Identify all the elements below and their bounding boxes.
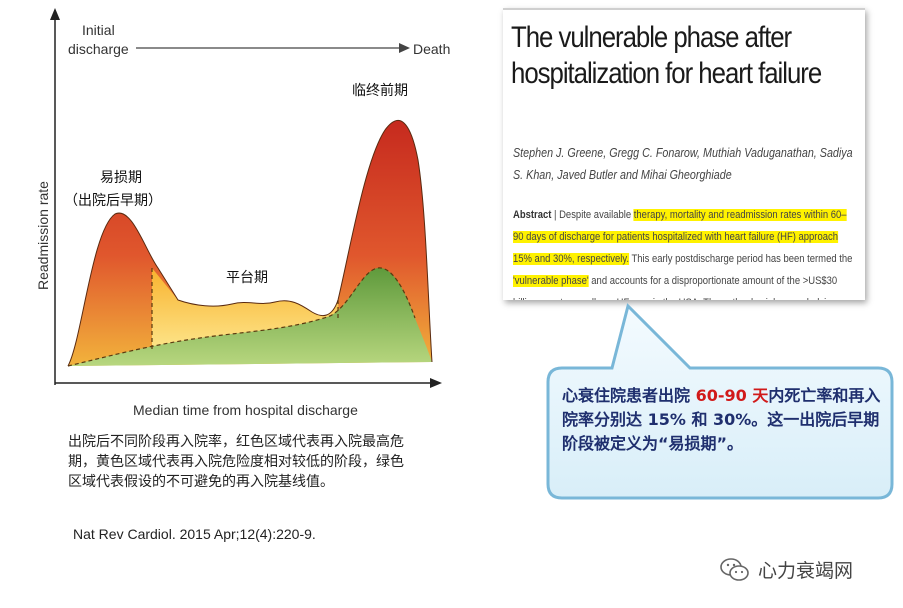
paper-abstract: Abstract | Despite available therapy, mo… <box>513 204 857 300</box>
readmission-curve-diagram: Initial discharge Death Readmission rate… <box>35 8 450 418</box>
citation: Nat Rev Cardiol. 2015 Apr;12(4):220-9. <box>73 526 316 542</box>
callout-bubble <box>546 303 894 500</box>
paper-excerpt: The vulnerable phase after hospitalizati… <box>503 8 865 300</box>
x-axis-label: Median time from hospital discharge <box>133 402 358 418</box>
initial-discharge-label-2: discharge <box>68 41 129 57</box>
abstract-divider: | <box>554 209 560 221</box>
plateau-label: 平台期 <box>226 270 268 286</box>
abstract-text-2: This early postdischarge period has been… <box>631 253 853 265</box>
x-axis-arrow <box>430 378 442 388</box>
figure-caption: 出院后不同阶段再入院率，红色区域代表再入院最高危期，黄色区域代表再入院危险度相对… <box>68 434 404 490</box>
timeline-arrowhead <box>399 43 410 53</box>
abstract-text-3: and accounts for a disproportionate amou… <box>513 275 838 300</box>
wechat-icon <box>720 557 749 581</box>
outer-envelope <box>67 119 433 367</box>
callout-text: 心衰住院患者出院 60-90 天内死亡率和再入院率分别达 15% 和 30%。这… <box>562 384 882 456</box>
abstract-highlight-2: 'vulnerable phase' <box>513 275 589 287</box>
callout-text-1: 心衰住院患者出院 <box>562 386 696 405</box>
abstract-label: Abstract <box>513 209 552 221</box>
paper-authors: Stephen J. Greene, Gregg C. Fonarow, Mut… <box>513 146 853 182</box>
paper-card: The vulnerable phase after hospitalizati… <box>503 8 865 300</box>
vulnerable-phase-label: 易损期 <box>100 170 142 186</box>
callout-highlight: 60-90 天 <box>695 386 769 405</box>
callout-shape <box>546 303 894 500</box>
callout-text-2: 内死亡率和再入院率分别达 15% 和 30%。这一出院后早期阶段被定义为“易损期… <box>562 386 881 453</box>
yellow-green-boundary <box>67 267 416 367</box>
paper-title: The vulnerable phase after hospitalizati… <box>511 21 822 90</box>
footer-brand-text: 心力衰竭网 <box>758 560 854 582</box>
death-label: Death <box>413 41 450 57</box>
terminal-phase-label: 临终前期 <box>352 82 408 99</box>
y-axis-label: Readmission rate <box>35 181 51 290</box>
early-discharge-label: （出院后早期） <box>64 193 162 209</box>
footer-brand: 心力衰竭网 <box>720 556 853 583</box>
initial-discharge-label-1: Initial <box>82 22 115 38</box>
abstract-text-1: Despite available <box>559 209 632 221</box>
y-axis-arrow <box>50 8 60 20</box>
green-baseline-zone <box>68 267 432 366</box>
